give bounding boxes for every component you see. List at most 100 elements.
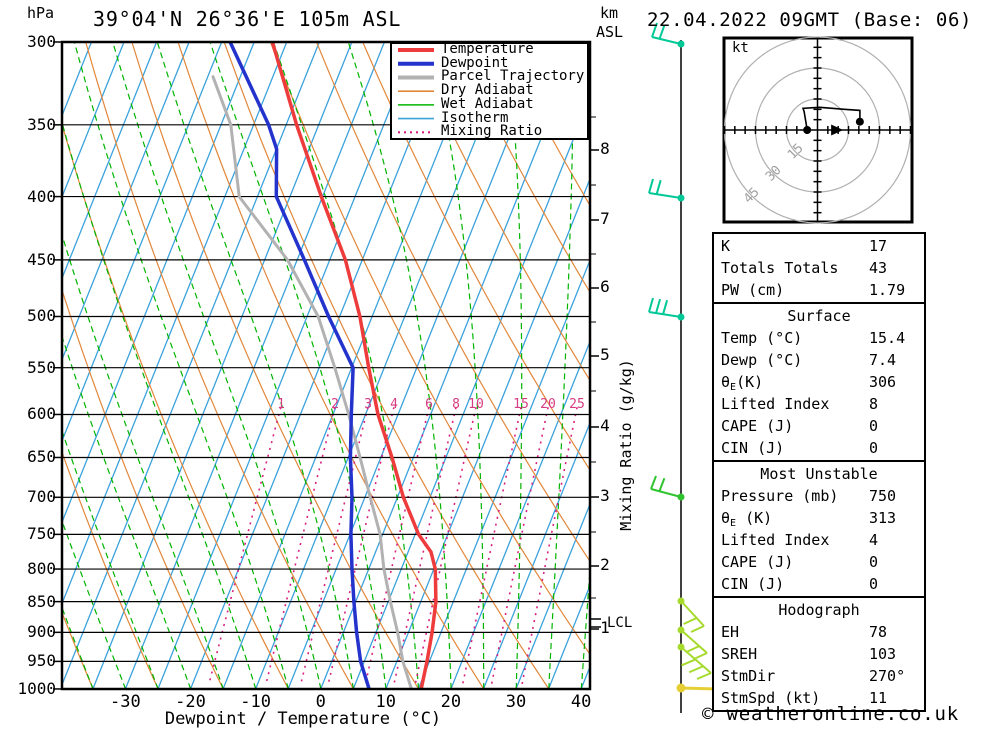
mixing-ratio-axis-label: Mixing Ratio (g/kg) (617, 359, 636, 531)
table-row: StmSpd (kt) 11 (714, 687, 924, 709)
mixing-ratio-label: 10 (468, 397, 484, 412)
table-row-label: PW (cm) (721, 281, 785, 299)
plot-border (60, 40, 592, 691)
km-tick-label: 2 (600, 555, 610, 574)
table-row-label: θE(K) (721, 373, 764, 393)
table-row-label: θE (K) (721, 509, 773, 529)
table-row-value: 15.4 (869, 329, 906, 347)
table-row: Dewp (°C) 7.4 (714, 349, 924, 371)
table-row-value: 103 (869, 645, 897, 663)
indices-table-3: Hodograph EH 78 SREH 103 StmDir 270° StmSpd (kt… (712, 596, 926, 712)
table-row-label: CAPE (J) (721, 553, 794, 571)
table-row: θE(K) 306 (714, 371, 924, 393)
pressure-tick-label: 950 (27, 651, 56, 671)
table-row-label: Totals Totals (721, 259, 839, 277)
run-date-title: 22.04.2022 09GMT (Base: 06) (647, 9, 973, 31)
table-row-value: 7.4 (869, 351, 897, 369)
sounding-curves (211, 42, 438, 689)
curve-parcel (211, 75, 413, 689)
table-row-label: CIN (J) (721, 439, 785, 457)
lcl-label: LCL (607, 615, 633, 631)
table-row: Lifted Index 4 (714, 529, 924, 551)
km-tick-label: 3 (600, 486, 610, 505)
curve-dewpoint (228, 42, 371, 689)
km-tick-label: 5 (600, 345, 610, 364)
table-row: SREH 103 (714, 643, 924, 665)
table-row-label: CAPE (J) (721, 417, 794, 435)
hodograph-panel (722, 36, 914, 224)
x-tick-label: 0 (315, 692, 326, 712)
pressure-tick-label: 650 (27, 447, 56, 467)
km-tick-label: 6 (600, 277, 610, 296)
legend-box (390, 42, 589, 140)
legend-item-label: Mixing Ratio (441, 123, 543, 140)
indices-tables: K 17 Totals Totals 43 PW (cm) 1.79 Surface Temp… (712, 232, 926, 712)
table-row: StmDir 270° (714, 665, 924, 687)
table-row: EH 78 (714, 621, 924, 643)
table-row-value: 1.79 (869, 281, 906, 299)
x-tick-label: -20 (175, 692, 206, 712)
table-row-label: StmDir (721, 667, 776, 685)
legend-item-label: Dewpoint (441, 54, 509, 71)
table-row-value: 750 (869, 487, 897, 505)
hodograph-trace (801, 106, 861, 131)
x-tick-label: 10 (375, 692, 397, 712)
table-header: Surface (787, 307, 851, 325)
wind-barb-column (648, 22, 719, 713)
table-row-label: StmSpd (kt) (721, 689, 821, 707)
x-tick-label: 20 (440, 692, 462, 712)
legend-item-label: Parcel Trajectory (441, 68, 585, 85)
indices-table-1: Surface Temp (°C) 15.4 Dewp (°C) 7.4 θE(K) 306… (712, 302, 926, 462)
indices-table-2: Most Unstable Pressure (mb) 750 θE (K) 313 Li… (712, 460, 926, 598)
x-tick-label: -30 (110, 692, 141, 712)
x-axis-label: Dewpoint / Temperature (°C) (164, 709, 442, 729)
mixing-ratio-label: 20 (540, 397, 556, 412)
table-row: CAPE (J) 0 (714, 551, 924, 573)
legend-item-label: Temperature (441, 41, 534, 57)
km-tick-label: 1 (600, 618, 610, 637)
legend-item-label: Dry Adiabat (441, 82, 534, 99)
table-row-value: 313 (869, 509, 897, 527)
x-tick-label: -10 (240, 692, 271, 712)
table-row: CIN (J) 0 (714, 573, 924, 595)
table-row: PW (cm) 1.79 (714, 279, 924, 301)
pressure-tick-label: 1000 (17, 678, 56, 698)
pressure-tick-label: 900 (27, 622, 56, 642)
table-row: Temp (°C) 15.4 (714, 327, 924, 349)
table-row-value: 78 (869, 623, 888, 641)
mixing-ratio-label: 25 (569, 397, 585, 412)
mixing-ratio-label: 2 (331, 397, 339, 412)
table-row-label: CIN (J) (721, 575, 785, 593)
table-row-label: Lifted Index (721, 395, 830, 413)
altitude-axis-unit: km (600, 4, 619, 22)
pressure-tick-label: 350 (27, 114, 56, 134)
mixing-ratio-label: 6 (425, 397, 433, 412)
table-row-value: 0 (869, 553, 879, 571)
table-row: K 17 (714, 235, 924, 257)
station-title: 39°04'N 26°36'E 105m ASL (93, 7, 402, 31)
table-row-value: 0 (869, 439, 879, 457)
indices-table-0: K 17 Totals Totals 43 PW (cm) 1.79 (712, 232, 926, 304)
km-tick-label: 8 (600, 139, 610, 158)
pressure-tick-label: 800 (27, 559, 56, 579)
km-tick-label: 7 (600, 209, 610, 228)
altitude-axis-unit-2: ASL (596, 23, 624, 41)
pressure-tick-label: 750 (27, 524, 56, 544)
table-row-value: 270° (869, 667, 906, 685)
mixing-ratio-label: 1 (277, 397, 285, 412)
pressure-tick-label: 700 (27, 487, 56, 507)
storm-motion-marker (831, 124, 844, 136)
table-row-value: 43 (869, 259, 888, 277)
table-row-label: Temp (°C) (721, 329, 803, 347)
table-row: CAPE (J) 0 (714, 415, 924, 437)
table-row-value: 0 (869, 575, 879, 593)
mixing-ratio-label: 4 (390, 397, 398, 412)
legend-item-label: Isotherm (441, 109, 509, 126)
table-row: θE (K) 313 (714, 507, 924, 529)
curve-temperature (270, 42, 438, 689)
table-row: CIN (J) 0 (714, 437, 924, 459)
mixing-ratio-label: 8 (452, 397, 460, 412)
pressure-tick-label: 450 (27, 249, 56, 269)
